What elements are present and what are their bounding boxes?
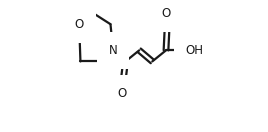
Text: OH: OH	[186, 44, 204, 57]
Text: O: O	[161, 7, 171, 20]
Text: O: O	[75, 18, 84, 31]
Text: O: O	[117, 87, 126, 100]
Text: N: N	[109, 44, 117, 57]
